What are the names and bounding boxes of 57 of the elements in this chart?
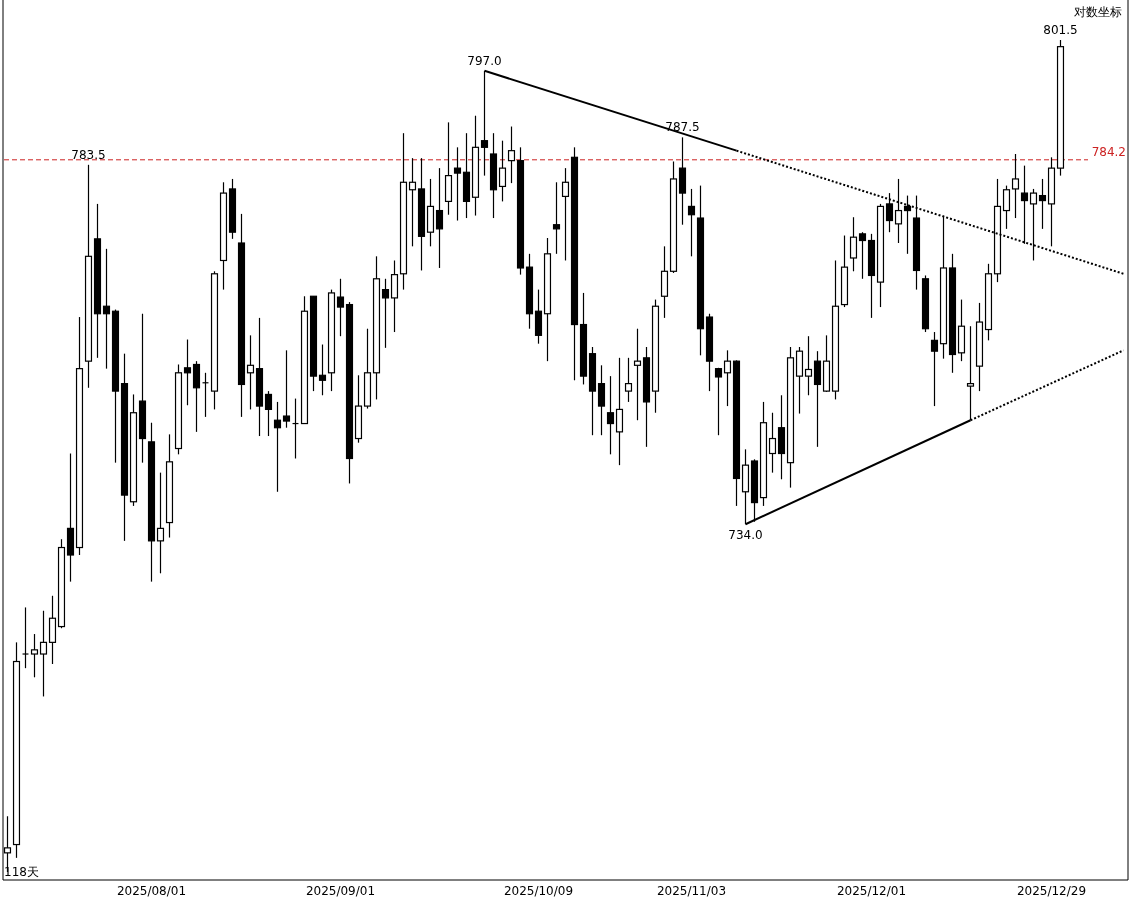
candlestick — [39, 610, 48, 698]
annotation: 734.0 — [728, 528, 763, 543]
x-tick-label: 2025/12/01 — [836, 884, 907, 898]
candlestick — [813, 350, 822, 448]
candlestick — [804, 335, 813, 396]
x-tick-label: 2025/12/29 — [1016, 884, 1087, 898]
candlestick — [318, 343, 327, 396]
candlestick — [858, 231, 867, 280]
candlestick — [885, 192, 894, 233]
candlestick — [552, 181, 561, 255]
candlestick — [498, 140, 507, 203]
candlestick — [1038, 178, 1047, 230]
candlestick — [30, 633, 39, 678]
candlestick — [903, 194, 912, 255]
annotation: 787.5 — [665, 120, 700, 135]
candlestick — [723, 349, 732, 407]
candlestick — [336, 278, 345, 337]
candlestick — [597, 364, 606, 436]
candlestick — [849, 216, 858, 272]
candlestick — [453, 146, 462, 222]
candlestick — [1011, 153, 1020, 219]
y-axis-title: 对数坐标 — [1074, 5, 1122, 19]
candlestick — [930, 331, 939, 407]
candlestick — [687, 188, 696, 257]
candlestick — [282, 349, 291, 429]
annotation: 797.0 — [467, 53, 502, 68]
x-tick-label: 2025/09/01 — [305, 884, 376, 898]
candlestick — [390, 259, 399, 333]
candlestick — [894, 178, 903, 244]
candlestick — [21, 606, 30, 669]
candlestick — [156, 472, 165, 574]
candlestick — [192, 360, 201, 433]
candlestick — [507, 125, 516, 184]
candlestick — [408, 157, 417, 247]
candlestick — [606, 375, 615, 455]
candlestick — [615, 357, 624, 466]
candlestick — [264, 390, 273, 437]
candlestick — [183, 338, 192, 406]
candlestick — [1002, 185, 1011, 230]
candlestick — [1020, 165, 1029, 245]
x-tick-label: 2025/08/01 — [116, 884, 187, 898]
candlestick — [435, 167, 444, 269]
x-tick-label: 2025/10/09 — [503, 884, 574, 898]
candlestick — [561, 167, 570, 262]
candlestick — [1029, 188, 1038, 262]
candlestick — [246, 334, 255, 411]
candlestick — [768, 412, 777, 474]
annotation: 784.2 — [1091, 144, 1126, 159]
candlestick — [102, 248, 111, 370]
candlestick — [624, 357, 633, 403]
candlestick — [381, 278, 390, 349]
candlestick — [633, 328, 642, 421]
annotation: 801.5 — [1043, 23, 1078, 37]
annotation: 783.5 — [71, 147, 106, 162]
x-tick-label: 2025/11/03 — [656, 884, 727, 898]
candlestick — [273, 401, 282, 493]
candlestick — [714, 367, 723, 436]
